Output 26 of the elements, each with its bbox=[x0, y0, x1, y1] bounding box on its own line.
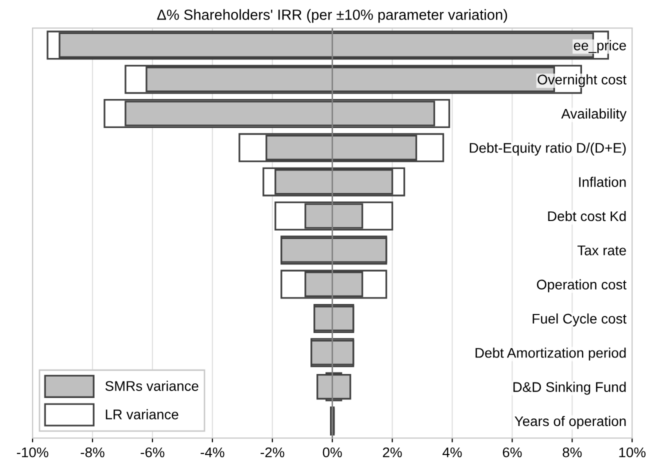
y-tick-label: Inflation bbox=[579, 176, 626, 187]
y-tick-label: Years of operation bbox=[514, 416, 626, 429]
chart-title: Δ% Shareholders' IRR (per ±10% parameter variation) bbox=[157, 9, 508, 23]
x-tick-label: -8% bbox=[80, 447, 104, 458]
x-tick-label: -10% bbox=[16, 447, 48, 458]
x-tick-label: 2% bbox=[382, 447, 402, 458]
y-tick-label: Debt Amortization period bbox=[476, 348, 626, 361]
x-tick-label: 10% bbox=[619, 447, 646, 458]
x-tick-label: 8% bbox=[562, 447, 582, 458]
y-tick-label: Operation cost bbox=[536, 279, 626, 292]
y-tick-label: Debt cost Kd bbox=[548, 210, 626, 222]
y-tick-label: Debt-Equity ratio D/(D+E) bbox=[470, 142, 626, 156]
legend-label: SMRs variance bbox=[105, 380, 198, 391]
y-tick-label: Availability bbox=[561, 108, 627, 122]
y-tick-label: Overnight cost bbox=[538, 74, 626, 88]
y-tick-label: Fuel Cycle cost bbox=[532, 313, 626, 326]
y-tick-label: ee_price bbox=[574, 40, 626, 54]
x-tick-label: 6% bbox=[502, 447, 522, 458]
y-tick-label: D&D Sinking Fund bbox=[513, 382, 626, 395]
x-tick-label: 4% bbox=[442, 448, 462, 458]
x-tick-label: -6% bbox=[140, 447, 164, 458]
x-tick-label: 0% bbox=[322, 447, 342, 458]
x-tick-label: -4% bbox=[200, 448, 224, 458]
y-tick-label: Tax rate bbox=[577, 246, 626, 256]
legend-label: LR variance bbox=[106, 409, 178, 420]
x-tick-label: -2% bbox=[260, 447, 284, 458]
